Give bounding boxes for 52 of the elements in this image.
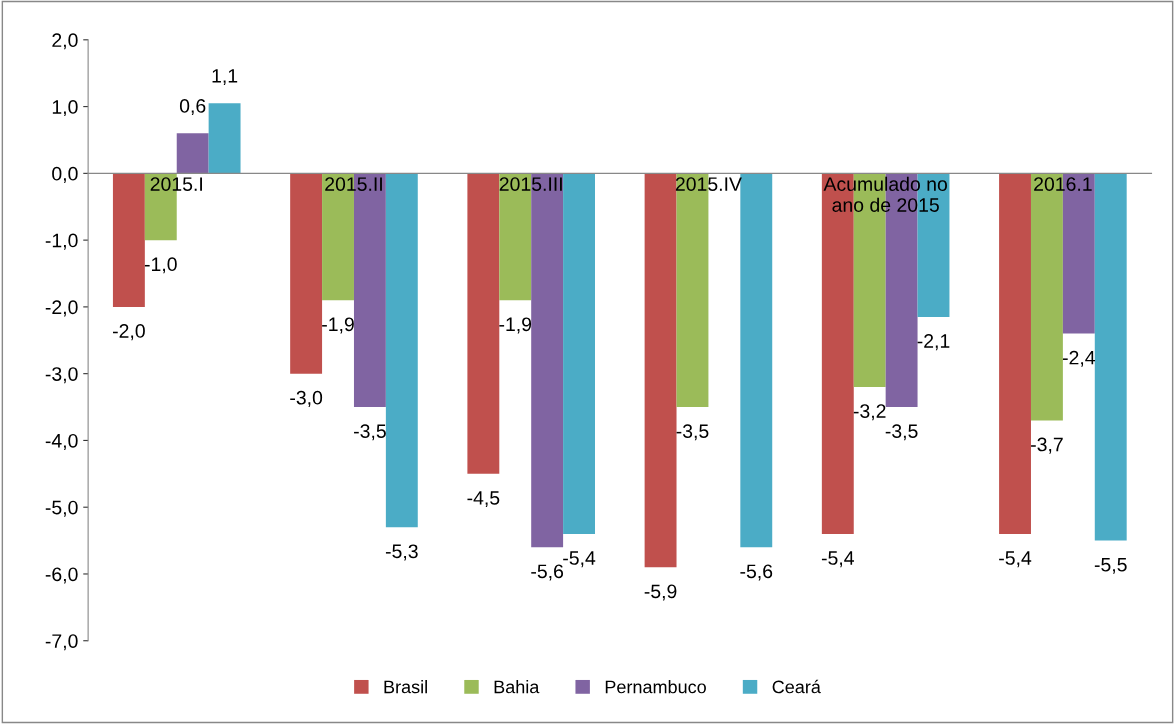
bar xyxy=(563,173,595,534)
data-label: -5,6 xyxy=(740,564,773,581)
data-label: -1,9 xyxy=(499,317,532,334)
data-label: -3,7 xyxy=(1031,437,1063,454)
x-tick-label: 2015.IV xyxy=(675,177,742,191)
data-label: -3,0 xyxy=(290,390,323,407)
bar xyxy=(740,173,773,548)
legend-label: Bahia xyxy=(494,680,540,694)
data-label: -3,5 xyxy=(354,424,386,441)
y-tick-label: -7,0 xyxy=(45,634,78,651)
y-tick-label: -5,0 xyxy=(45,500,78,517)
data-label: -5,4 xyxy=(999,551,1032,568)
bar xyxy=(999,173,1031,534)
x-tick-label: 2016.1 xyxy=(1034,177,1092,191)
legend-label: Ceará xyxy=(772,679,821,694)
bar xyxy=(112,173,145,307)
bar xyxy=(290,173,323,374)
data-label: -1,0 xyxy=(144,257,177,274)
data-label: -3,5 xyxy=(676,424,709,441)
y-tick-label: -1,0 xyxy=(45,233,78,250)
bar xyxy=(176,133,209,174)
x-tick-label: 2015.III xyxy=(499,177,562,191)
data-label: -3,5 xyxy=(885,424,918,441)
y-tick-label: -3,0 xyxy=(45,367,78,384)
data-label: -5,9 xyxy=(644,584,677,601)
data-label: -1,9 xyxy=(322,317,354,334)
legend-label: Pernambuco xyxy=(605,680,706,694)
bar xyxy=(385,173,418,528)
data-label: -5,5 xyxy=(1094,557,1127,574)
y-tick-label: -2,0 xyxy=(45,300,78,317)
legend-label: Brasil xyxy=(384,680,427,694)
x-tick-label: 2015.II xyxy=(325,177,382,191)
data-label: -2,1 xyxy=(917,334,950,351)
data-label: -5,6 xyxy=(531,564,564,581)
data-label: 1,1 xyxy=(212,69,238,86)
data-label: -4,5 xyxy=(467,491,500,508)
data-label: -5,3 xyxy=(385,544,418,561)
bar xyxy=(208,103,241,174)
data-label: -2,0 xyxy=(113,324,145,341)
bar xyxy=(644,173,677,568)
y-tick-label: -6,0 xyxy=(45,567,78,584)
y-tick-label: 2,0 xyxy=(52,33,78,50)
data-label: -3,2 xyxy=(853,404,886,421)
data-label: 0,6 xyxy=(179,99,206,116)
bar xyxy=(467,173,500,474)
bar xyxy=(1094,173,1127,541)
data-label: -5,4 xyxy=(563,551,596,568)
y-tick-label: 0,0 xyxy=(52,166,78,183)
data-label: -5,4 xyxy=(821,551,854,568)
y-tick-label: -4,0 xyxy=(45,433,78,450)
data-label: -2,4 xyxy=(1062,350,1096,367)
y-tick-label: 1,0 xyxy=(52,100,78,117)
